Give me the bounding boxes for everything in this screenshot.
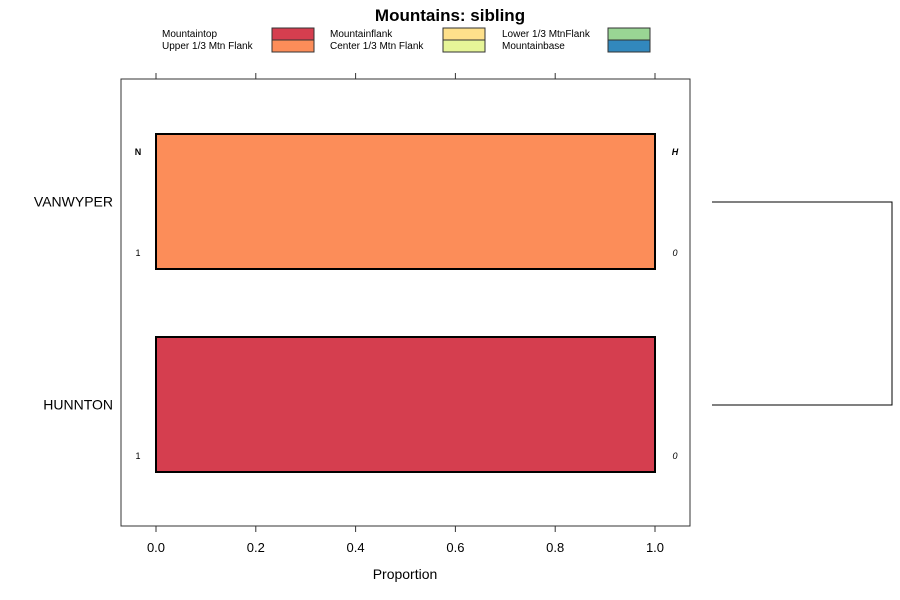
h-value: 0	[672, 451, 677, 461]
category-label: VANWYPER	[34, 194, 113, 210]
legend-swatch	[607, 27, 651, 41]
legend-label: Mountainbase	[502, 41, 565, 52]
chart-title: Mountains: sibling	[375, 6, 525, 25]
h-value: 0	[672, 248, 677, 258]
n-value: 1	[135, 451, 140, 461]
x-tick-label: 0.0	[147, 540, 165, 555]
x-axis-label: Proportion	[373, 566, 438, 582]
x-tick-label: 0.4	[347, 540, 365, 555]
plot-frame	[120, 78, 691, 527]
h-header: H	[672, 147, 679, 157]
bars: VANWYPER 1 0 HUNNTON 1 0	[34, 133, 678, 473]
legend-label: Center 1/3 Mtn Flank	[330, 41, 424, 52]
x-tick-label: 0.8	[546, 540, 564, 555]
x-axis: 0.0 0.2 0.4 0.6 0.8 1.0	[147, 73, 664, 555]
legend-swatch	[271, 39, 315, 53]
category-label: HUNNTON	[43, 397, 113, 413]
legend-label: Lower 1/3 MtnFlank	[502, 29, 591, 40]
legend-label: Upper 1/3 Mtn Flank	[162, 41, 254, 52]
legend-swatch	[442, 39, 486, 53]
x-tick-label: 0.6	[446, 540, 464, 555]
n-header: N	[135, 147, 142, 157]
x-tick-label: 0.2	[247, 540, 265, 555]
n-value: 1	[135, 248, 140, 258]
bar-segment	[155, 133, 656, 270]
dendrogram	[712, 201, 893, 406]
legend-label: Mountaintop	[162, 29, 217, 40]
legend-swatch	[607, 39, 651, 53]
bar-segment	[155, 336, 656, 473]
legend-swatch	[442, 27, 486, 41]
legend-swatch	[271, 27, 315, 41]
x-tick-label: 1.0	[646, 540, 664, 555]
legend-label: Mountainflank	[330, 29, 393, 40]
